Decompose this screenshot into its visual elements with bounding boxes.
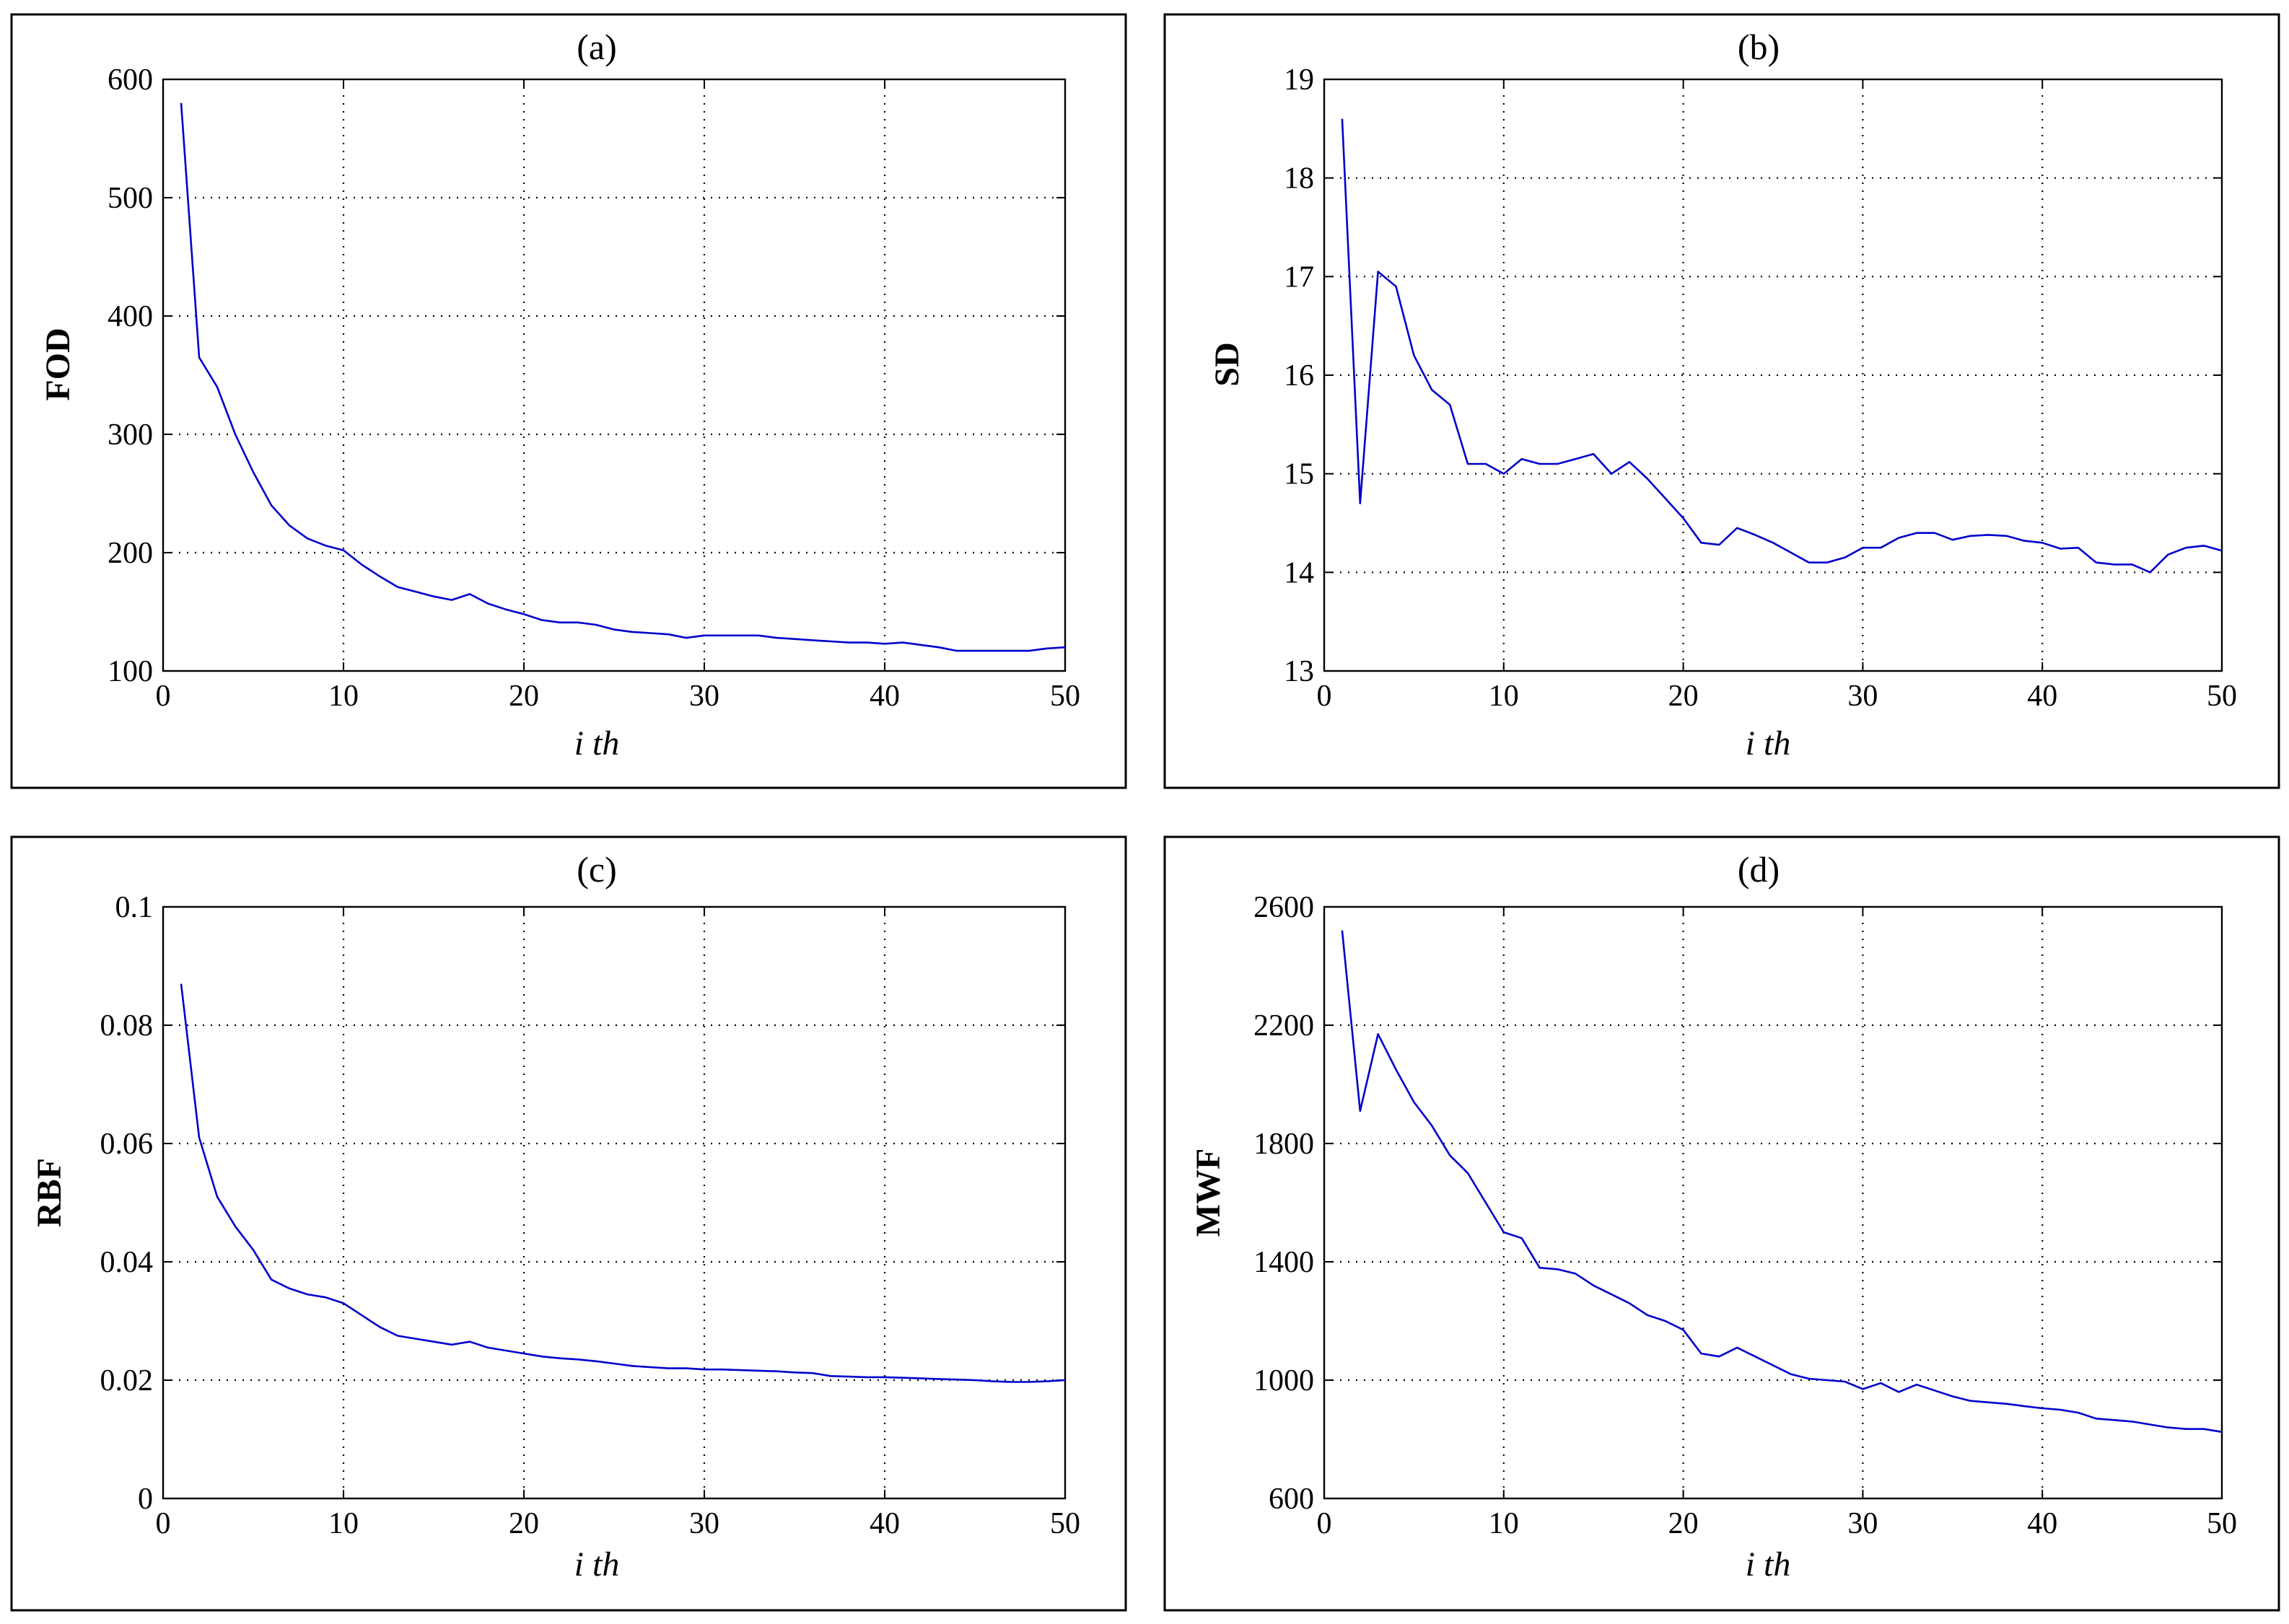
panel-c-x-tick-label: 40: [870, 1507, 900, 1540]
panel-c-x-tick-label: 50: [1050, 1507, 1080, 1540]
panel-b-x-tick-labels: 0 10 20 30 40 50: [1317, 680, 2238, 713]
panel-b-y-axis-label: SD: [1208, 342, 1246, 386]
panel-b-x-tick-label: 20: [1668, 680, 1699, 713]
panel-b-title: (b): [1738, 27, 1780, 67]
panel-c-y-tick-label: 0.1: [115, 891, 154, 924]
panel-a-y-axis-label: FOD: [39, 328, 77, 400]
panel-a-frame: [10, 13, 1127, 789]
panel-d-x-tick-label: 10: [1489, 1507, 1519, 1540]
panel-d-x-tick-label: 30: [1847, 1507, 1878, 1540]
panel-a-axes-box: [162, 78, 1067, 672]
panel-d-x-tick-label: 40: [2027, 1507, 2057, 1540]
panel-b-y-tick-label: 17: [1284, 260, 1314, 294]
panel-b-y-tick-label: 16: [1284, 359, 1314, 392]
panel-d-frame: [1163, 835, 2280, 1612]
panel-c-axes-box: [162, 905, 1067, 1500]
panel-a-x-tick-labels: 0 10 20 30 40 50: [156, 680, 1081, 713]
panel-b: 0 10 20 30 40 50 13 14 15 16 17 18 19 (b) i th SD: [1163, 13, 2280, 789]
panel-c-x-tick-label: 20: [509, 1507, 539, 1540]
panel-a-y-tick-label: 400: [108, 300, 153, 333]
panel-d-axes-box: [1323, 905, 2223, 1500]
panel-c-title: (c): [577, 849, 617, 890]
panel-d-y-tick-label: 1800: [1253, 1128, 1314, 1161]
panel-b-y-tick-label: 15: [1284, 458, 1314, 491]
panel-a-x-tick-label: 0: [156, 680, 171, 713]
panel-b-x-tick-label: 50: [2207, 680, 2237, 713]
panel-b-y-tick-labels: 13 14 15 16 17 18 19: [1284, 63, 1314, 688]
panel-b-y-tick-label: 19: [1284, 63, 1314, 97]
panel-a-y-tick-label: 100: [108, 655, 153, 688]
panel-a-y-tick-label: 200: [108, 537, 153, 570]
panel-c-x-tick-labels: 0 10 20 30 40 50: [156, 1507, 1081, 1540]
panel-b-frame: [1163, 13, 2280, 789]
panel-b-ticks: [1323, 79, 2223, 672]
panel-c-y-tick-label: 0.02: [100, 1364, 154, 1397]
panel-d-y-tick-label: 1400: [1253, 1246, 1314, 1279]
panel-a-y-tick-label: 500: [108, 182, 153, 215]
panel-c-x-tick-label: 30: [689, 1507, 719, 1540]
panel-b-grid: [1324, 79, 2222, 671]
panel-a-grid: [163, 79, 1065, 671]
panel-a-x-tick-label: 10: [328, 680, 359, 713]
panel-d-grid: [1324, 907, 2222, 1498]
panel-d-y-tick-label: 2600: [1253, 891, 1314, 924]
panel-d-y-tick-label: 1000: [1253, 1364, 1314, 1397]
panel-a-ticks: [162, 79, 1066, 672]
panel-c-y-tick-label: 0.08: [100, 1009, 154, 1043]
panel-b-series-line: [1341, 118, 2223, 574]
panel-c-x-tick-label: 0: [156, 1507, 171, 1540]
panel-a-x-tick-label: 50: [1050, 680, 1080, 713]
panel-a-x-tick-label: 20: [509, 680, 539, 713]
panel-c-x-axis-label: i th: [574, 1545, 620, 1584]
panel-d-y-axis-label: MWF: [1189, 1149, 1227, 1237]
panel-b-x-tick-label: 0: [1317, 680, 1332, 713]
panel-a-x-tick-label: 40: [870, 680, 900, 713]
panel-c-x-tick-label: 10: [328, 1507, 359, 1540]
panel-c-y-tick-label: 0.04: [100, 1246, 154, 1279]
panel-d-ticks: [1323, 906, 2223, 1499]
panel-d-x-tick-label: 0: [1317, 1507, 1332, 1540]
panel-a-x-axis-label: i th: [574, 724, 620, 763]
panel-c-y-tick-labels: 0 0.02 0.04 0.06 0.08 0.1: [100, 891, 154, 1516]
panel-a-x-tick-label: 30: [689, 680, 719, 713]
panel-c-y-tick-label: 0: [138, 1483, 153, 1516]
panel-d-x-tick-labels: 0 10 20 30 40 50: [1317, 1507, 2238, 1540]
panel-a-y-tick-label: 600: [108, 63, 153, 97]
panel-c-y-tick-label: 0.06: [100, 1128, 154, 1161]
panel-d-x-tick-label: 20: [1668, 1507, 1699, 1540]
panel-b-x-tick-label: 40: [2027, 680, 2057, 713]
panel-b-x-tick-label: 10: [1489, 680, 1519, 713]
panel-b-y-tick-label: 13: [1284, 655, 1314, 688]
panel-d-title: (d): [1738, 849, 1780, 890]
panel-d-x-axis-label: i th: [1746, 1545, 1791, 1584]
panel-d-series-line: [1341, 930, 2223, 1434]
panel-c-y-axis-label: RBF: [30, 1158, 69, 1227]
panel-a-series-line: [180, 102, 1066, 652]
panel-d-y-tick-label: 2200: [1253, 1009, 1314, 1043]
panel-b-x-axis-label: i th: [1746, 724, 1791, 763]
panel-c-ticks: [162, 906, 1066, 1499]
panel-c-frame: [10, 835, 1127, 1612]
panel-d-y-tick-labels: 600 1000 1400 1800 2200 2600: [1253, 891, 1314, 1516]
panel-a-title: (a): [577, 27, 617, 67]
panel-d-y-tick-label: 600: [1269, 1483, 1314, 1516]
panel-b-y-tick-label: 14: [1284, 556, 1314, 589]
panel-d-x-tick-label: 50: [2207, 1507, 2237, 1540]
panel-c-grid: [163, 907, 1065, 1498]
panel-b-y-tick-label: 18: [1284, 162, 1314, 196]
panel-c-series-line: [180, 983, 1066, 1383]
panel-b-x-tick-label: 30: [1847, 680, 1878, 713]
panel-a-y-tick-label: 300: [108, 418, 153, 452]
panel-c: 0 10 20 30 40 50 0 0.02 0.04 0.06 0.08 0.1 (c) i t…: [10, 835, 1127, 1612]
panel-a-y-tick-labels: 100 200 300 400 500 600: [108, 63, 153, 688]
